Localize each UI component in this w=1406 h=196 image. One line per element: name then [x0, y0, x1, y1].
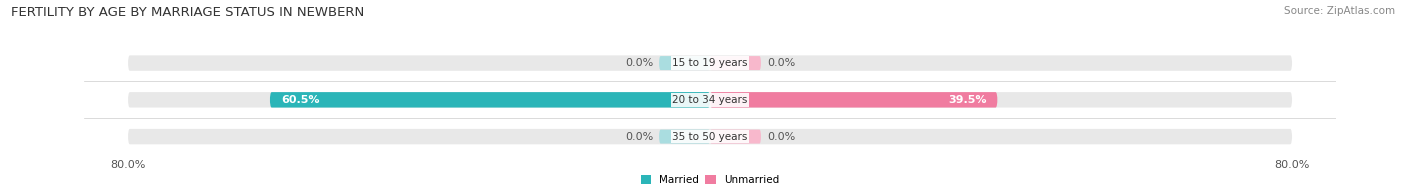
Text: 0.0%: 0.0% [766, 58, 794, 68]
FancyBboxPatch shape [270, 92, 710, 108]
FancyBboxPatch shape [710, 92, 997, 108]
FancyBboxPatch shape [128, 55, 1292, 71]
Text: 0.0%: 0.0% [626, 132, 654, 142]
Text: 60.5%: 60.5% [281, 95, 319, 105]
Text: 15 to 19 years: 15 to 19 years [672, 58, 748, 68]
FancyBboxPatch shape [128, 92, 1292, 108]
Legend: Married, Unmarried: Married, Unmarried [637, 171, 783, 189]
Text: FERTILITY BY AGE BY MARRIAGE STATUS IN NEWBERN: FERTILITY BY AGE BY MARRIAGE STATUS IN N… [11, 6, 364, 19]
FancyBboxPatch shape [659, 56, 710, 70]
Text: 0.0%: 0.0% [766, 132, 794, 142]
Text: 35 to 50 years: 35 to 50 years [672, 132, 748, 142]
Text: 39.5%: 39.5% [948, 95, 987, 105]
FancyBboxPatch shape [710, 130, 761, 143]
Text: Source: ZipAtlas.com: Source: ZipAtlas.com [1284, 6, 1395, 16]
FancyBboxPatch shape [128, 129, 1292, 144]
Text: 0.0%: 0.0% [626, 58, 654, 68]
Text: 20 to 34 years: 20 to 34 years [672, 95, 748, 105]
FancyBboxPatch shape [659, 130, 710, 143]
FancyBboxPatch shape [710, 56, 761, 70]
